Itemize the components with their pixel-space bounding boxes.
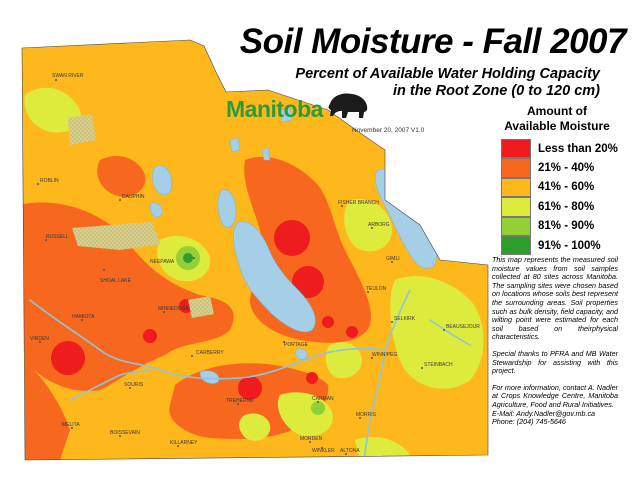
legend-item: Less than 20% xyxy=(501,139,618,159)
contact-text: For more information, contact A. Nadler … xyxy=(492,382,618,427)
town-label: MELITA xyxy=(62,422,80,428)
legend-label: 91% - 100% xyxy=(538,239,601,252)
town-label: WINNIPEG xyxy=(372,352,397,358)
legend-item: 61% - 80% xyxy=(501,197,618,217)
town-label: ALTONA xyxy=(340,448,360,454)
town-label: CARMAN xyxy=(312,396,334,402)
town-label: GIMLI xyxy=(386,256,400,262)
town-label: DAUPHIN xyxy=(122,194,145,200)
dauphin-lake xyxy=(152,164,173,196)
date-version: November 20, 2007 V1.0 xyxy=(352,127,425,134)
town-label: MORRIS xyxy=(356,412,377,418)
description-panel: This map represents the measured soil mo… xyxy=(492,255,618,427)
bison-icon xyxy=(328,93,368,118)
legend-label: 61% - 80% xyxy=(538,200,595,213)
legend-item: 81% - 90% xyxy=(501,216,618,236)
town-label: RUSSELL xyxy=(46,234,69,240)
town-label: STEINBACH xyxy=(424,362,453,368)
red-river xyxy=(363,349,386,460)
legend-swatch xyxy=(501,216,531,236)
legend-swatch xyxy=(501,139,531,159)
town-label: BEAUSEJOUR xyxy=(446,324,480,330)
legend-label: 21% - 40% xyxy=(538,162,595,175)
legend-label: 41% - 60% xyxy=(538,181,595,194)
town-label: MINNEDOSA xyxy=(158,306,189,312)
town-markers xyxy=(37,79,445,455)
souris-river xyxy=(69,369,151,401)
lake-manitoba xyxy=(233,221,316,333)
zone-91-100 xyxy=(183,253,193,263)
legend-swatch xyxy=(501,235,531,256)
legend-label: Less than 20% xyxy=(538,142,618,155)
town-label: ARBORG xyxy=(368,222,390,228)
town-label: TREHERNE xyxy=(226,398,254,404)
legend-item: 91% - 100% xyxy=(501,235,618,256)
town-label: MORDEN xyxy=(300,436,323,442)
town-label: VIRDEN xyxy=(30,336,49,342)
town-label: ROBLIN xyxy=(40,178,59,184)
legend: Less than 20% 21% - 40% 41% - 60% 61% - … xyxy=(501,139,618,256)
map-title: Soil Moisture - Fall 2007 xyxy=(239,22,627,61)
town-label: NEEPAWA xyxy=(150,259,175,265)
legend-swatch xyxy=(501,177,531,198)
legend-item: 21% - 40% xyxy=(501,158,618,178)
legend-item: 41% - 60% xyxy=(501,177,618,198)
town-label: SWAN RIVER xyxy=(52,73,84,79)
assiniboine-river xyxy=(29,299,386,380)
forest-reserves xyxy=(68,114,214,318)
map-subtitle: Percent of Available Water Holding Capac… xyxy=(295,66,600,100)
legend-title-line: Available Moisture xyxy=(504,119,610,133)
contact-email: E-Mail: Andy.Nadler@gov.mb.ca xyxy=(492,408,596,418)
rivers xyxy=(29,289,471,460)
manitoba-logo: Manitoba xyxy=(226,96,323,122)
thanks-text: Special thanks to PFRA and MB Water Stew… xyxy=(492,348,618,376)
town-label: SELKIRK xyxy=(394,316,416,322)
town-label: HAMIOTA xyxy=(72,314,95,320)
town-labels: SWAN RIVER ROBLIN DAUPHIN RUSSELL NEEPAW… xyxy=(30,73,480,454)
town-label: SHOAL LAKE xyxy=(100,278,132,284)
town-label: WINKLER xyxy=(312,448,335,454)
town-label: FISHER BRANCH xyxy=(338,200,379,206)
town-label: BOISSEVAIN xyxy=(110,430,140,436)
zone-less-than-20 xyxy=(51,220,358,400)
legend-label: 81% - 90% xyxy=(538,220,595,233)
lake-winnipegosis xyxy=(217,189,237,228)
legend-title-line: Amount of xyxy=(527,104,587,118)
subtitle-line: Percent of Available Water Holding Capac… xyxy=(295,66,600,82)
town-label: KILLARNEY xyxy=(170,440,198,446)
town-label: PORTAGE xyxy=(284,342,309,348)
contact-phone: Phone: (204) 745-5646 xyxy=(492,417,566,427)
province-boundary xyxy=(21,39,489,461)
contact-line: For more information, contact A. Nadler … xyxy=(492,382,618,409)
description-text: This map represents the measured soil mo… xyxy=(492,255,618,342)
subtitle-line: in the Root Zone (0 to 120 cm) xyxy=(392,83,600,99)
legend-swatch xyxy=(501,158,531,178)
legend-swatch xyxy=(501,197,531,217)
legend-title: Amount of Available Moisture xyxy=(500,104,614,134)
north-lakes xyxy=(398,224,424,250)
town-label: SOURIS xyxy=(124,382,144,388)
town-label: TEULON xyxy=(366,286,387,292)
town-label: CARBERRY xyxy=(196,350,224,356)
